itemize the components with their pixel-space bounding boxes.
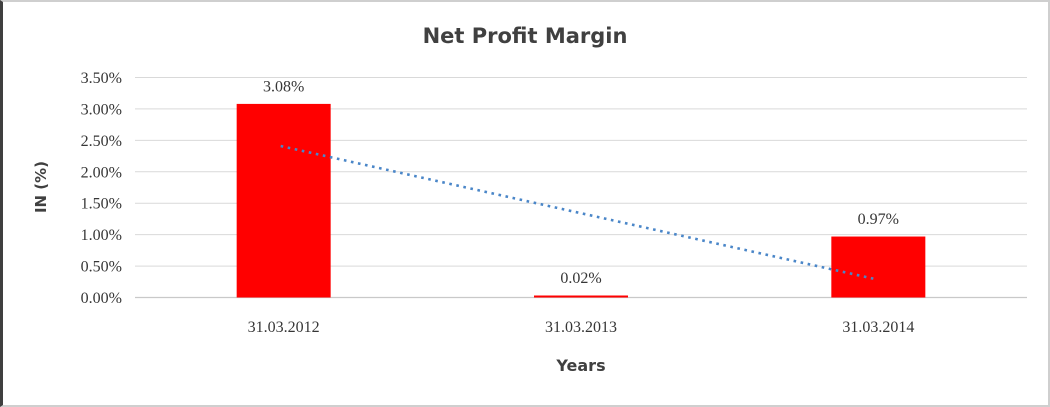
bar-value-label: 3.08% (263, 78, 304, 95)
y-tick-label: 0.50% (81, 259, 122, 276)
y-tick-label: 3.00% (81, 101, 122, 118)
bar-value-label: 0.97% (858, 211, 899, 228)
bar (236, 103, 331, 298)
chart-title: Net Profit Margin (422, 24, 628, 48)
y-tick-label: 1.50% (81, 196, 122, 213)
y-tick-label: 1.00% (81, 227, 122, 244)
y-tick-label: 2.50% (81, 133, 122, 150)
bar (831, 236, 926, 298)
bar (534, 295, 628, 298)
y-tick-label: 0.00% (81, 290, 122, 307)
category-label: 31.03.2013 (545, 319, 617, 336)
y-tick-label: 2.00% (81, 164, 122, 181)
bar-value-label: 0.02% (560, 270, 601, 287)
y-tick-label: 3.50% (81, 70, 122, 87)
category-label: 31.03.2014 (842, 319, 914, 336)
x-axis-title: Years (556, 356, 606, 375)
trendline (280, 144, 874, 280)
category-label: 31.03.2012 (248, 319, 320, 336)
y-axis-title-text: IN (%) (32, 160, 50, 214)
